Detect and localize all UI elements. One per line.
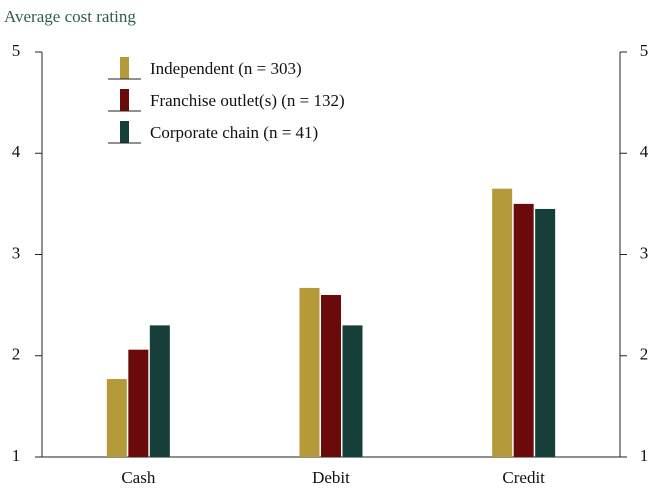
legend-label: Corporate chain (n = 41) [150,123,318,142]
chart-title: Average cost rating [4,7,136,26]
y-tick-label: 2 [12,345,21,364]
y-tick-label-right: 2 [640,345,649,364]
bar [342,325,363,457]
legend-swatch [120,57,129,79]
x-tick-label: Debit [312,468,350,487]
y-tick-label: 3 [12,243,21,262]
x-tick-label: Cash [121,468,156,487]
bar [149,325,170,457]
y-tick-label-right: 3 [640,243,649,262]
legend-label: Independent (n = 303) [150,59,302,78]
bar [299,287,320,457]
y-tick-label-right: 5 [640,41,649,60]
y-tick-label: 4 [12,142,21,161]
legend-label: Franchise outlet(s) (n = 132) [150,91,345,110]
y-tick-label: 1 [12,446,21,465]
x-tick-label: Credit [502,468,545,487]
y-tick-label-right: 4 [640,142,649,161]
bar [535,208,556,457]
bar [321,295,341,457]
y-tick-label-right: 1 [640,446,649,465]
bar [106,379,127,457]
y-tick-label: 5 [12,41,21,60]
legend-swatch [120,121,129,143]
bar [492,188,513,457]
bar [128,349,149,457]
legend-swatch [120,89,129,111]
bar [513,203,534,457]
